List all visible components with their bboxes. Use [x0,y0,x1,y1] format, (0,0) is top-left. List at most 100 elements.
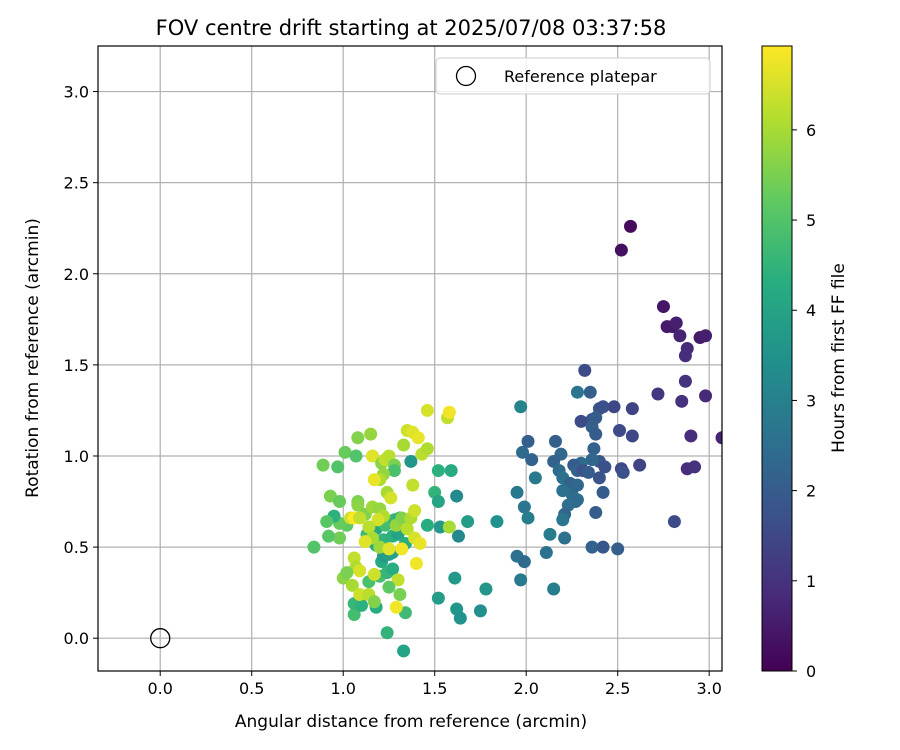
data-point [558,531,572,545]
data-point [320,515,334,529]
legend: Reference platepar [435,57,711,95]
data-point [490,515,504,529]
data-point [340,566,354,580]
data-point [598,460,612,474]
data-point [688,460,702,474]
data-point [393,587,407,601]
data-point [678,349,692,363]
data-point [380,626,394,640]
data-point [517,500,531,514]
data-point [624,219,638,233]
data-point [514,400,528,414]
data-point [351,498,365,512]
data-point [331,460,345,474]
data-point [699,329,713,343]
data-points [307,219,722,658]
data-point [521,511,535,525]
data-point [406,478,420,492]
legend-label: Reference platepar [504,67,657,86]
data-point [353,587,367,601]
data-point [510,485,524,499]
x-tick-label: 1.0 [330,679,355,698]
data-point [420,518,434,532]
data-point [448,571,462,585]
legend-open-circle-marker [455,65,477,87]
data-point [614,243,628,257]
data-point [307,540,321,554]
colorbar-tick-label: 2 [806,482,816,501]
data-point [349,449,363,463]
colorbar-label: Hours from first FF file [829,263,849,453]
data-point [656,300,670,314]
data-point [358,535,372,549]
data-point [548,434,562,448]
y-axis-label: Rotation from reference (arcmin) [23,218,43,498]
data-point [453,611,467,625]
data-point [479,582,493,596]
data-point [585,453,599,467]
data-point [397,438,411,452]
data-point [431,464,445,478]
data-point [667,515,681,529]
data-point [570,385,584,399]
data-point [715,431,722,445]
data-point [431,591,445,605]
data-point [353,511,367,525]
data-point [528,471,542,485]
data-point [345,578,359,592]
data-point [651,387,665,401]
data-point [367,567,381,581]
data-point [473,604,487,618]
colorbar: 0 1 2 3 4 5 6 Hours from first FF file [761,45,849,681]
data-point [596,400,610,414]
data-point [450,489,464,503]
data-point [404,454,418,468]
data-point [413,536,427,550]
chart-title: FOV centre drift starting at 2025/07/08 … [156,16,667,40]
x-tick-label: 1.5 [422,679,447,698]
data-point [400,522,414,536]
data-point [675,394,689,408]
data-point [596,540,610,554]
data-point [539,546,553,560]
y-tick-label: 0.0 [64,629,89,648]
colorbar-tick-label: 1 [806,572,816,591]
plot-frame [97,45,723,672]
data-point [556,513,570,527]
data-point [338,445,352,459]
x-tick-label: 2.5 [605,679,630,698]
data-point [333,495,347,509]
data-point [384,491,398,505]
y-tick-label: 1.5 [64,356,89,375]
data-point [386,562,400,576]
data-point [316,458,330,472]
data-point [431,495,445,509]
data-point [583,385,597,399]
data-point [461,515,475,529]
y-tick-label: 0.5 [64,538,89,557]
data-point [371,513,385,527]
data-point [525,453,539,467]
data-point [678,374,692,388]
data-point [397,644,411,658]
data-point [333,531,347,545]
data-point [613,423,627,437]
x-tick-label: 0.0 [147,679,172,698]
colorbar-tick-label: 3 [806,391,816,410]
data-point [364,427,378,441]
colorbar-tick-label: 5 [806,211,816,230]
x-axis-ticks: 0.0 0.5 1.0 1.5 2.0 2.5 3.0 [147,671,722,698]
data-point [451,529,465,543]
data-point [382,580,396,594]
colorbar-tick-label: 0 [806,662,816,681]
data-point [669,316,683,330]
data-point [556,484,570,498]
data-point [395,542,409,556]
data-point [351,431,365,445]
data-point [347,608,361,622]
data-point [442,405,456,419]
legend-box [435,57,711,95]
data-point [547,582,561,596]
x-tick-label: 3.0 [696,679,721,698]
